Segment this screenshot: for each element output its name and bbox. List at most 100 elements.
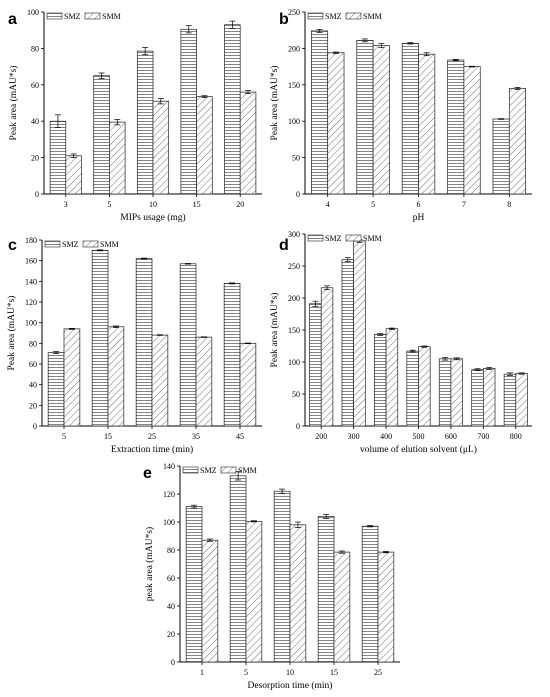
bar-smz-10 [136, 50, 154, 195]
y-axis-label: peak area (mAU*s) [144, 527, 155, 601]
legend: SMZ SMM [46, 12, 121, 21]
y-tick-label: 150 [288, 81, 300, 90]
x-tick-label: 45 [236, 432, 244, 441]
y-tick-label: 200 [288, 294, 300, 303]
bar-smm-1 [201, 539, 219, 663]
bar-smz-800 [503, 373, 517, 427]
x-tick-label: 10 [149, 200, 157, 209]
y-axis-label: Peak area (mAU*s) [8, 66, 19, 141]
y-tick-label: 80 [167, 546, 175, 555]
bar-smm-4 [327, 52, 345, 195]
bar-smz-25 [135, 258, 153, 427]
bar-smm-45 [239, 342, 257, 427]
bar-smm-25 [151, 334, 169, 427]
x-tick-label: 3 [64, 200, 68, 209]
bar-smz-6 [401, 42, 419, 195]
legend-label: SMZ [325, 234, 342, 243]
y-tick-label: 100 [27, 8, 39, 17]
y-tick-label: 20 [29, 401, 37, 410]
x-tick-label: 15 [104, 432, 112, 441]
bar-smm-6 [418, 53, 436, 195]
panel-letter: b [279, 11, 289, 28]
legend-label: SMZ [62, 240, 79, 249]
legend-label: SMZ [64, 12, 81, 21]
y-tick-label: 0 [296, 190, 300, 199]
legend-label: SMZ [325, 12, 342, 21]
y-tick-label: 40 [31, 117, 39, 126]
panel-c: c 0 20 40 60 80 100 120 140 160 180 5 15 25 35 45 Extrac… [6, 236, 262, 455]
bar-smz-8 [492, 118, 510, 195]
y-tick-label: 50 [292, 390, 300, 399]
x-tick-label: 500 [413, 432, 425, 441]
bar-smz-4 [311, 30, 329, 195]
legend-swatch-smm [345, 12, 362, 20]
x-axis-label: MIPs usage (mg) [120, 212, 185, 223]
y-tick-label: 180 [25, 236, 37, 245]
x-axis-label: Extraction time (min) [111, 444, 193, 455]
bar-smm-400 [385, 328, 399, 427]
bar-smm-5 [372, 45, 390, 195]
y-tick-label: 150 [288, 326, 300, 335]
x-axis-label: volume of elution solvent (μL) [360, 444, 477, 455]
panel-letter: a [8, 11, 17, 28]
bar-smm-600 [450, 358, 463, 427]
x-tick-label: 25 [374, 668, 382, 677]
bar-smm-8 [508, 88, 526, 195]
legend-swatch-smm [84, 12, 101, 20]
y-tick-label: 300 [288, 230, 300, 239]
x-tick-label: 10 [286, 668, 294, 677]
y-tick-label: 140 [163, 462, 175, 471]
x-tick-label: 200 [315, 432, 327, 441]
legend-swatch-smz [307, 12, 324, 20]
x-tick-label: 5 [371, 200, 375, 209]
y-tick-label: 250 [288, 8, 300, 17]
bar-smz-5 [93, 75, 110, 195]
y-tick-label: 50 [292, 154, 300, 163]
y-tick-label: 140 [25, 277, 37, 286]
bar-smz-700 [471, 369, 484, 427]
bar-smz-15 [180, 28, 197, 195]
y-tick-label: 250 [288, 262, 300, 271]
y-tick-label: 20 [167, 630, 175, 639]
bar-smm-10 [152, 100, 170, 195]
legend-label: SMM [238, 466, 257, 475]
y-tick-label: 100 [163, 518, 175, 527]
legend: SMZ SMM [182, 466, 257, 475]
x-tick-label: 600 [445, 432, 457, 441]
y-tick-label: 40 [29, 381, 37, 390]
x-axis-label: Desorption time (min) [248, 680, 333, 691]
x-tick-label: 300 [348, 432, 360, 441]
bar-smm-3 [65, 155, 82, 195]
bar-smz-35 [179, 263, 197, 427]
y-tick-label: 60 [31, 81, 39, 90]
y-tick-label: 120 [25, 298, 37, 307]
panel-letter: e [143, 465, 152, 482]
legend-swatch-smz [182, 466, 199, 474]
x-tick-label: 7 [462, 200, 466, 209]
y-tick-label: 200 [288, 44, 300, 53]
y-tick-label: 100 [288, 117, 300, 126]
y-tick-label: 60 [167, 574, 175, 583]
legend: SMZ SMM [44, 240, 119, 249]
x-tick-label: 15 [193, 200, 201, 209]
bar-smz-20 [224, 24, 241, 195]
bar-smm-15 [333, 551, 351, 663]
bar-smz-500 [406, 350, 419, 427]
x-tick-label: 25 [148, 432, 156, 441]
bar-smz-1 [185, 506, 203, 663]
x-tick-label: 5 [107, 200, 111, 209]
x-axis-label: pH [413, 213, 425, 223]
bar-smz-5 [229, 475, 247, 663]
y-tick-label: 0 [33, 422, 37, 431]
panel-letter: c [8, 237, 17, 254]
bar-smm-800 [515, 373, 528, 427]
bar-smz-7 [447, 59, 465, 195]
y-axis-label: Peak area (mAU*s) [269, 293, 280, 368]
bar-smm-15 [107, 326, 125, 427]
bar-smm-5 [63, 328, 81, 427]
y-tick-label: 20 [31, 154, 39, 163]
y-tick-label: 40 [167, 602, 175, 611]
panel-d: d 0 50 100 150 200 250 300 200 300 400 500 600 700 800… [269, 230, 532, 455]
legend-swatch-smm [220, 466, 237, 474]
